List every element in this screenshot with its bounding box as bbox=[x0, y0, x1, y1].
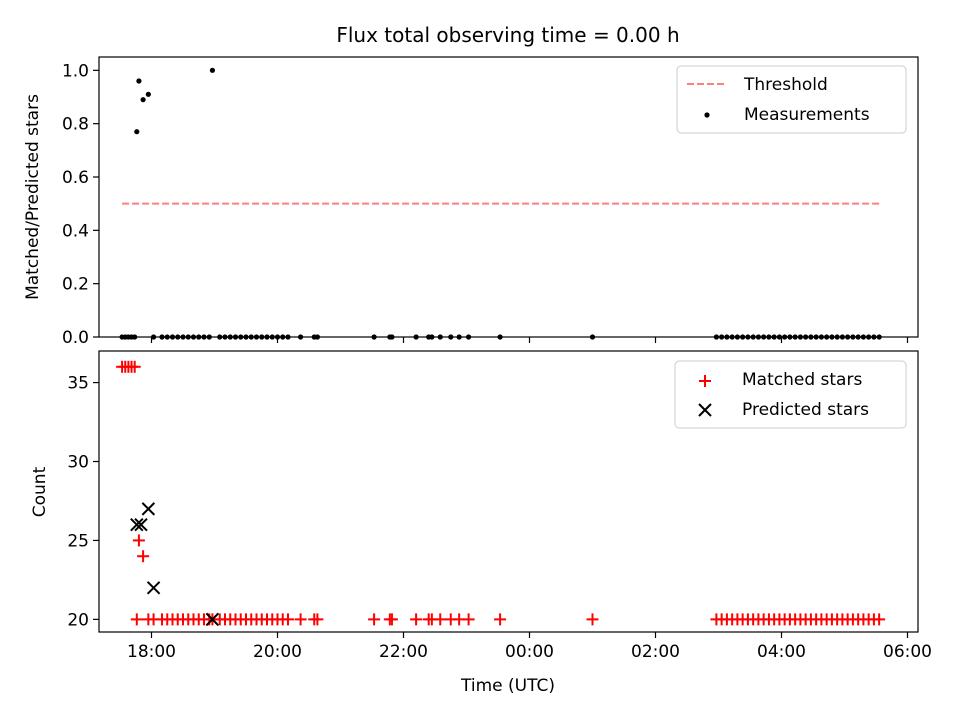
top-y-tick-label: 0.4 bbox=[62, 221, 89, 241]
legend-matched-label: Matched stars bbox=[742, 370, 862, 390]
measurement-point bbox=[134, 129, 140, 135]
bottom-plot-area bbox=[116, 360, 886, 627]
bottom-y-tick-label: 20 bbox=[67, 610, 89, 630]
top-y-tick-label: 1.0 bbox=[62, 61, 89, 81]
measurement-point bbox=[136, 78, 142, 84]
legend-measurements-swatch bbox=[704, 112, 710, 118]
measurement-point bbox=[140, 97, 146, 103]
bottom-y-tick-label: 25 bbox=[67, 531, 89, 551]
matched-star-point bbox=[462, 613, 475, 626]
bottom-axes-frame bbox=[98, 350, 919, 633]
top-x-ticks bbox=[150, 337, 909, 343]
top-plot-area bbox=[119, 67, 882, 340]
matched-star-point bbox=[294, 613, 307, 626]
legend-predicted-label: Predicted stars bbox=[742, 400, 869, 420]
bottom-x-tick-label: 18:00 bbox=[127, 642, 176, 662]
predicted-star-point bbox=[205, 612, 220, 627]
measurement-point bbox=[209, 67, 215, 73]
legend-threshold-label: Threshold bbox=[743, 75, 828, 95]
matched-star-point bbox=[311, 613, 324, 626]
top-axes-frame bbox=[98, 56, 919, 338]
bottom-y-axis-label: Count bbox=[30, 466, 50, 517]
top-y-tick-label: 0.6 bbox=[62, 168, 89, 188]
matched-star-point bbox=[132, 534, 145, 547]
bottom-panel: 18:00 20:00 22:00 00:00 02:00 04:00 06:00 20 25… bbox=[30, 350, 932, 696]
bottom-y-tick-label: 35 bbox=[67, 374, 89, 394]
bottom-x-tick-label: 02:00 bbox=[631, 642, 680, 662]
legend-measurements-label: Measurements bbox=[744, 105, 870, 125]
chart-title: Flux total observing time = 0.00 h bbox=[336, 23, 679, 47]
measurement-point bbox=[145, 91, 151, 97]
predicted-star-point bbox=[130, 517, 144, 532]
top-legend-box bbox=[676, 65, 907, 134]
matched-star-point bbox=[282, 613, 294, 626]
top-y-tick-label: 0.8 bbox=[62, 115, 89, 135]
bottom-x-tick-label: 20:00 bbox=[253, 642, 302, 662]
top-y-ticks: 0.0 0.2 0.4 0.6 0.8 1.0 bbox=[62, 61, 99, 348]
legend-matched-swatch bbox=[699, 375, 711, 387]
bottom-y-ticks: 20 25 30 35 bbox=[67, 374, 99, 630]
bottom-x-tick-label: 22:00 bbox=[379, 642, 428, 662]
matched-star-point bbox=[873, 613, 886, 626]
bottom-x-tick-label: 04:00 bbox=[757, 642, 806, 662]
top-y-tick-label: 0.0 bbox=[62, 328, 89, 348]
predicted-star-point bbox=[146, 581, 161, 595]
predicted-star-point bbox=[134, 517, 148, 532]
predicted-star-point bbox=[141, 502, 156, 516]
top-y-axis-label: Matched/Predicted stars bbox=[23, 94, 43, 300]
bottom-legend-box bbox=[674, 360, 907, 429]
top-legend: Threshold Measurements bbox=[676, 65, 907, 134]
top-panel: 0.0 0.2 0.4 0.6 0.8 1.0 Matched/Predicted sta… bbox=[23, 56, 919, 348]
matched-star-point bbox=[494, 613, 507, 626]
matched-star-point bbox=[586, 613, 599, 626]
bottom-x-tick-label: 00:00 bbox=[505, 642, 554, 662]
matched-star-point bbox=[137, 550, 150, 563]
matched-star-point bbox=[130, 613, 143, 626]
bottom-x-tick-label: 06:00 bbox=[883, 642, 932, 662]
legend-predicted-swatch bbox=[698, 403, 712, 417]
matched-star-point bbox=[128, 360, 141, 373]
bottom-legend: Matched stars Predicted stars bbox=[674, 360, 907, 429]
matched-star-point bbox=[385, 613, 398, 626]
matched-star-point bbox=[434, 613, 447, 626]
matched-star-point bbox=[368, 613, 381, 626]
x-axis-label: Time (UTC) bbox=[460, 676, 555, 696]
top-y-tick-label: 0.2 bbox=[62, 275, 89, 295]
bottom-x-ticks: 18:00 20:00 22:00 00:00 02:00 04:00 06:00 bbox=[127, 632, 932, 662]
bottom-y-tick-label: 30 bbox=[67, 453, 89, 473]
matched-star-point bbox=[410, 613, 423, 626]
